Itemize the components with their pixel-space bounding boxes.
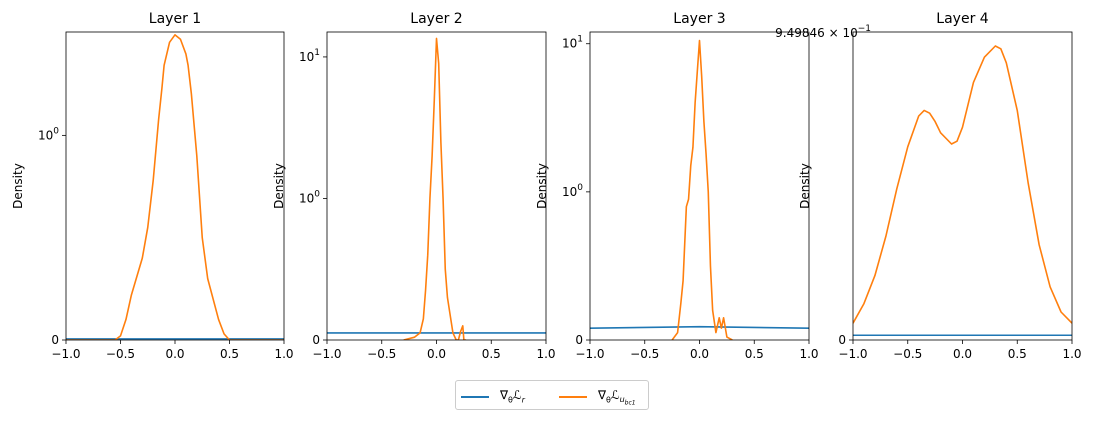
panel-1-xtick-label-4: 1.0	[274, 347, 293, 361]
panel-3-xtick-label-0: −1.0	[575, 347, 604, 361]
legend-label-series-0: ∇θℒr	[500, 388, 525, 405]
panel-2-ytick-label-1: 100	[299, 189, 320, 205]
panel-2-title: Layer 2	[410, 11, 462, 27]
panel-2-xtick-label-2: 0.0	[427, 347, 446, 361]
panel-2-xtick-label-0: −1.0	[312, 347, 341, 361]
panel-4-xtick-label-1: −0.5	[893, 347, 922, 361]
panel-3-ytick-label-2: 101	[562, 35, 583, 51]
panel-4-title: Layer 4	[936, 11, 988, 27]
panel-1-ytick-label-1: 100	[38, 126, 59, 142]
panel-2-ytick-label-2: 101	[299, 48, 320, 64]
panel-4-xtick-label-2: 0.0	[953, 347, 972, 361]
panel-4-offset-text: 9.49846 × 10−1	[775, 24, 871, 40]
panel-1-series-1-line	[66, 34, 284, 340]
panel-1-xtick-label-1: −0.5	[106, 347, 135, 361]
panel-4-xtick-label-4: 1.0	[1062, 347, 1081, 361]
panel-1-ytick-label-0: 0	[51, 333, 59, 347]
panel-1-frame	[65, 31, 285, 341]
panel-2-xtick-label-3: 0.5	[482, 347, 501, 361]
panel-3-xtick-label-2: 0.0	[690, 347, 709, 361]
legend: ∇θℒr ∇θℒubc1	[455, 380, 649, 410]
panel-1-xtick-label-3: 0.5	[220, 347, 239, 361]
panel-1-xtick-label-0: −1.0	[51, 347, 80, 361]
panel-2-xtick-label-4: 1.0	[536, 347, 555, 361]
panel-4-ylabel: Density	[798, 163, 812, 209]
panel-3-series-1-line	[671, 39, 733, 340]
panel-4-ytick-label-0: 0	[838, 333, 846, 347]
panel-3-xtick-label-1: −0.5	[630, 347, 659, 361]
panel-1-xtick-label-2: 0.0	[165, 347, 184, 361]
panel-4-xtick-label-0: −1.0	[838, 347, 867, 361]
legend-line-series-0	[461, 396, 489, 398]
panel-3-ylabel: Density	[535, 163, 549, 209]
panel-1-title: Layer 1	[149, 11, 201, 27]
panel-3-ytick-label-0: 0	[575, 333, 583, 347]
panel-2-frame	[326, 31, 547, 341]
panel-2-xtick-label-1: −0.5	[367, 347, 396, 361]
panel-4-xtick-label-3: 0.5	[1008, 347, 1027, 361]
panel-3-series-0-line	[590, 325, 809, 329]
panel-1-ylabel: Density	[11, 163, 25, 209]
panel-2-ytick-label-0: 0	[312, 333, 320, 347]
panel-3-xtick-label-4: 1.0	[799, 347, 818, 361]
panel-3-frame	[589, 31, 810, 341]
panel-3-ytick-label-1: 100	[562, 183, 583, 199]
panel-2-ylabel: Density	[272, 163, 286, 209]
panel-2-series-1-line	[403, 37, 467, 340]
panel-4-frame	[852, 31, 1073, 341]
panel-4-series-1-line	[853, 45, 1072, 324]
legend-line-series-1	[559, 396, 587, 398]
legend-label-series-1: ∇θℒubc1	[598, 388, 636, 407]
panel-3-xtick-label-3: 0.5	[745, 347, 764, 361]
panel-3-title: Layer 3	[673, 11, 725, 27]
